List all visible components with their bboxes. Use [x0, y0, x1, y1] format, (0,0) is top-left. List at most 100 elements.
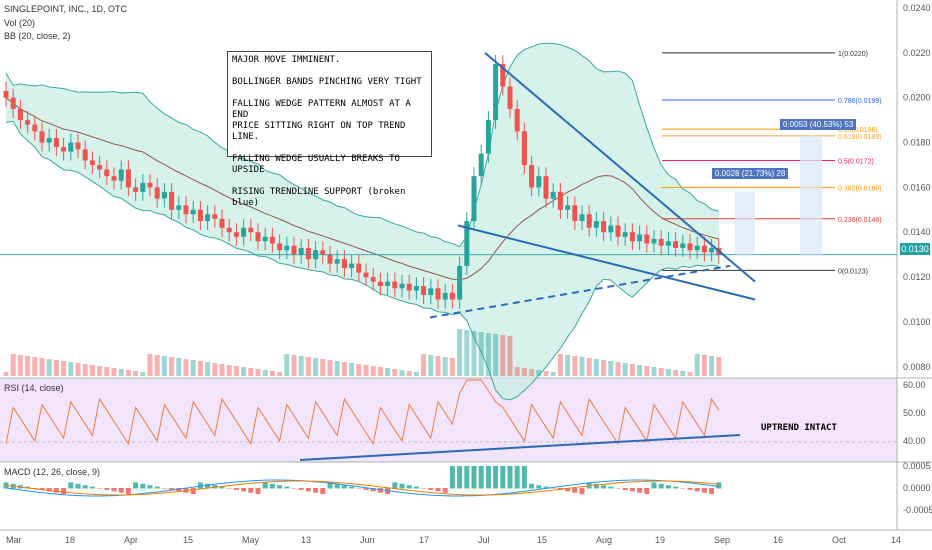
candle: [363, 272, 369, 278]
volume-bar: [421, 354, 427, 376]
analysis-note[interactable]: MAJOR MOVE IMMINENT. BOLLINGER BANDS PIN…: [227, 51, 432, 208]
macd-histogram-bar: [637, 488, 643, 493]
candle: [622, 232, 628, 237]
candle: [154, 187, 160, 199]
macd-histogram-bar: [615, 488, 621, 489]
volume-bar: [140, 372, 146, 376]
macd-histogram-bar: [161, 488, 167, 489]
volume-bar: [521, 368, 527, 376]
volume-bar: [363, 365, 369, 376]
candle: [32, 124, 38, 132]
macd-histogram-bar: [644, 488, 650, 495]
fib-label: 1(0.0220): [838, 51, 868, 58]
rsi-note[interactable]: UPTREND INTACT: [761, 423, 837, 433]
macd-histogram-bar: [493, 466, 499, 489]
volume-bar: [579, 357, 585, 376]
fib-label: 0.382(0.0160): [838, 185, 882, 192]
candle: [269, 236, 275, 244]
candle: [356, 263, 362, 273]
candle: [557, 191, 563, 210]
macd-histogram-bar: [478, 466, 484, 489]
volume-bar: [557, 354, 563, 376]
candle: [442, 292, 448, 300]
macd-histogram-bar: [313, 488, 319, 493]
candle: [565, 205, 571, 210]
macd-histogram-bar: [658, 483, 664, 489]
macd-histogram-bar: [687, 488, 693, 490]
macd-histogram-bar: [579, 488, 585, 495]
fib-label: 0.236(0.0146): [838, 217, 882, 224]
candle: [572, 205, 578, 222]
volume-bar: [133, 371, 139, 376]
macd-histogram-bar: [464, 466, 470, 489]
macd-histogram-bar: [701, 488, 707, 493]
macd-histogram-bar: [536, 485, 542, 489]
volume-bar: [197, 361, 203, 376]
volume-bar: [97, 366, 103, 376]
macd-histogram-bar: [622, 488, 628, 490]
volume-bar: [370, 366, 376, 376]
macd-histogram-bar: [341, 485, 347, 489]
volume-bar: [25, 356, 31, 376]
candle: [449, 292, 455, 300]
macd-histogram-bar: [349, 486, 355, 489]
macd-histogram-bar: [421, 488, 427, 489]
macd-histogram-bar: [500, 466, 506, 489]
macd-histogram-bar: [75, 483, 81, 489]
macd-histogram-bar: [327, 482, 333, 489]
volume-bar: [478, 332, 484, 376]
volume-bar: [104, 367, 110, 376]
candle: [399, 283, 405, 289]
volume-bar: [39, 358, 45, 376]
candle: [637, 234, 643, 242]
rsi-panel-bg: [0, 378, 897, 462]
macd-histogram-bar: [298, 488, 304, 490]
candle: [327, 254, 333, 264]
candle: [190, 209, 196, 215]
volume-bar: [442, 357, 448, 376]
volume-bar: [82, 364, 88, 376]
volume-bar: [10, 354, 16, 376]
candle: [701, 245, 707, 253]
fib-label: 0(0.0123): [838, 268, 868, 275]
candle: [284, 245, 290, 251]
macd-histogram-bar: [629, 488, 635, 492]
macd-histogram-bar: [125, 488, 131, 495]
candle: [493, 64, 499, 121]
macd-histogram-bar: [673, 486, 679, 489]
candle: [349, 263, 355, 269]
range-box-1: [735, 191, 755, 255]
volume-bar: [111, 368, 117, 376]
macd-histogram-bar: [449, 466, 455, 489]
macd-histogram-bar: [370, 488, 376, 492]
volume-bar: [118, 369, 124, 376]
volume-bar: [615, 362, 621, 376]
candle: [406, 283, 412, 291]
time-tick: Sep: [714, 535, 730, 545]
volume-legend: Vol (20): [4, 18, 36, 28]
volume-bar: [241, 367, 247, 376]
candle: [125, 169, 131, 188]
volume-bar: [320, 359, 326, 376]
volume-bar: [608, 361, 614, 376]
volume-bar: [493, 334, 499, 376]
macd-histogram-bar: [593, 483, 599, 489]
candle: [665, 241, 671, 246]
rsi-tick: 50.00: [903, 408, 926, 418]
volume-bar: [680, 371, 686, 376]
volume-bar: [529, 369, 535, 376]
macd-histogram-bar: [269, 483, 275, 489]
candle: [183, 205, 189, 215]
wedge-upper-trendline: [484, 52, 756, 283]
volume-bar: [277, 372, 283, 376]
time-tick: May: [242, 535, 260, 545]
candle: [3, 90, 9, 98]
volume-bar: [68, 362, 74, 376]
macd-histogram-bar: [248, 488, 254, 493]
macd-histogram-bar: [255, 488, 261, 495]
volume-bar: [507, 336, 513, 376]
candle: [46, 138, 52, 143]
candle: [53, 138, 59, 148]
candle: [536, 176, 542, 188]
